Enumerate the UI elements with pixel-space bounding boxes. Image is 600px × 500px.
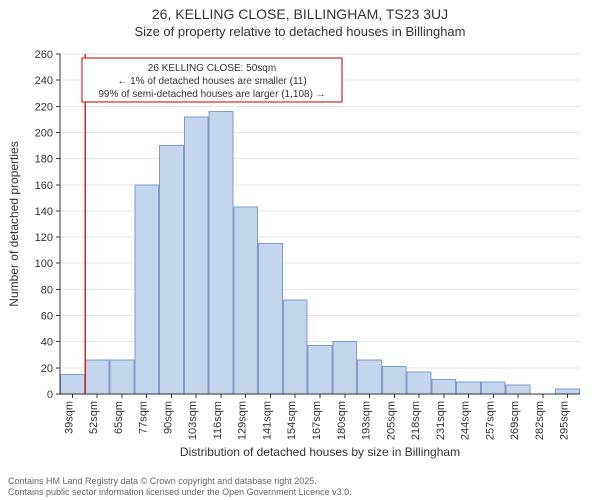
svg-text:0: 0 (47, 389, 53, 401)
svg-text:220: 220 (35, 101, 53, 113)
y-axis-label: Number of detached properties (7, 141, 21, 306)
histogram-bar (308, 346, 332, 394)
svg-text:141sqm: 141sqm (261, 401, 273, 440)
histogram-bar (85, 360, 109, 394)
svg-text:193sqm: 193sqm (361, 401, 373, 440)
callout-line-2: ← 1% of detached houses are smaller (11) (117, 76, 306, 87)
svg-text:60: 60 (41, 311, 53, 323)
svg-text:257sqm: 257sqm (484, 401, 496, 440)
svg-text:260: 260 (35, 49, 53, 61)
histogram-bar (160, 146, 184, 394)
histogram-bar (358, 360, 382, 394)
svg-text:180sqm: 180sqm (336, 401, 348, 440)
histogram-bar (259, 244, 283, 394)
histogram-bar (283, 300, 307, 394)
svg-text:205sqm: 205sqm (385, 401, 397, 440)
svg-text:65sqm: 65sqm (113, 401, 125, 434)
svg-text:240: 240 (35, 75, 53, 87)
histogram-bar (234, 207, 258, 394)
svg-text:100: 100 (35, 258, 53, 270)
svg-text:200: 200 (35, 127, 53, 139)
svg-text:244sqm: 244sqm (460, 401, 472, 440)
svg-text:40: 40 (41, 337, 53, 349)
histogram-bar (556, 389, 580, 394)
svg-text:103sqm: 103sqm (187, 401, 199, 440)
svg-text:154sqm: 154sqm (286, 401, 298, 440)
svg-text:282sqm: 282sqm (534, 401, 546, 440)
histogram-bar (432, 380, 456, 394)
svg-text:80: 80 (41, 284, 53, 296)
histogram-bar (506, 385, 530, 394)
histogram-bar (481, 382, 505, 394)
histogram-bar (382, 367, 406, 394)
x-axis-label: Distribution of detached houses by size … (180, 445, 460, 459)
svg-text:77sqm: 77sqm (138, 401, 150, 434)
histogram-bar (333, 342, 357, 394)
svg-text:167sqm: 167sqm (311, 401, 323, 440)
svg-text:52sqm: 52sqm (88, 401, 100, 434)
svg-text:129sqm: 129sqm (237, 401, 249, 440)
chart-container: 26, KELLING CLOSE, BILLINGHAM, TS23 3UJ … (0, 0, 600, 500)
histogram-bar (110, 360, 134, 394)
attribution-line-1: Contains HM Land Registry data © Crown c… (8, 476, 352, 487)
histogram-bar (209, 112, 233, 394)
callout-line-1: 26 KELLING CLOSE: 50sqm (148, 63, 276, 74)
attribution-line-2: Contains public sector information licen… (8, 487, 352, 498)
svg-text:120: 120 (35, 232, 53, 244)
svg-text:116sqm: 116sqm (212, 401, 224, 439)
svg-text:160: 160 (35, 180, 53, 192)
attribution-footer: Contains HM Land Registry data © Crown c… (8, 476, 352, 499)
histogram-bar (457, 382, 481, 394)
svg-text:90sqm: 90sqm (162, 401, 174, 434)
svg-text:231sqm: 231sqm (435, 401, 447, 440)
chart-title: 26, KELLING CLOSE, BILLINGHAM, TS23 3UJ (0, 6, 600, 22)
histogram-plot: 0 20 40 60 80 100 120 140 160 180 200 220 240 260 39sq… (0, 42, 598, 462)
svg-text:20: 20 (41, 363, 53, 375)
histogram-bar (407, 372, 431, 394)
svg-text:39sqm: 39sqm (63, 401, 75, 434)
svg-text:218sqm: 218sqm (410, 401, 422, 440)
histogram-bar (184, 117, 208, 394)
histogram-bar (60, 374, 84, 394)
svg-text:295sqm: 295sqm (559, 401, 571, 440)
histogram-bar (135, 185, 159, 394)
svg-text:180: 180 (35, 154, 53, 166)
svg-text:140: 140 (35, 206, 53, 218)
chart-subtitle: Size of property relative to detached ho… (0, 24, 600, 39)
callout-line-3: 99% of semi-detached houses are larger (… (98, 89, 325, 100)
svg-text:269sqm: 269sqm (509, 401, 521, 440)
